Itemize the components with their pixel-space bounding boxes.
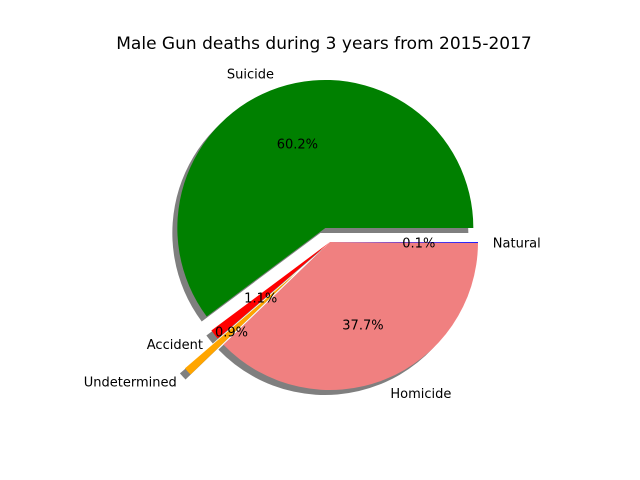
chart-title: Male Gun deaths during 3 years from 2015… [116, 34, 531, 54]
slice-label-suicide: Suicide [227, 67, 274, 82]
slice-percent-suicide: 60.2% [277, 138, 318, 153]
slice-undetermined [184, 271, 298, 375]
slice-label-homicide: Homicide [390, 387, 451, 402]
slice-accident [211, 242, 330, 339]
slice-percent-natural: 0.1% [402, 236, 435, 251]
pie-slices [177, 79, 478, 391]
slice-homicide [223, 242, 478, 391]
slice-labels: Suicide 60.2% Accident 1.1% Undetermined 0.9%… [84, 67, 541, 402]
slice-suicide [177, 79, 474, 317]
slice-percent-undetermined: 0.9% [215, 326, 248, 341]
slice-percent-accident: 1.1% [244, 292, 277, 307]
slice-percent-homicide: 37.7% [342, 318, 383, 333]
slice-label-natural: Natural [493, 237, 541, 252]
slice-label-accident: Accident [147, 338, 203, 353]
slice-natural [330, 242, 478, 243]
slice-label-undetermined: Undetermined [84, 375, 177, 390]
